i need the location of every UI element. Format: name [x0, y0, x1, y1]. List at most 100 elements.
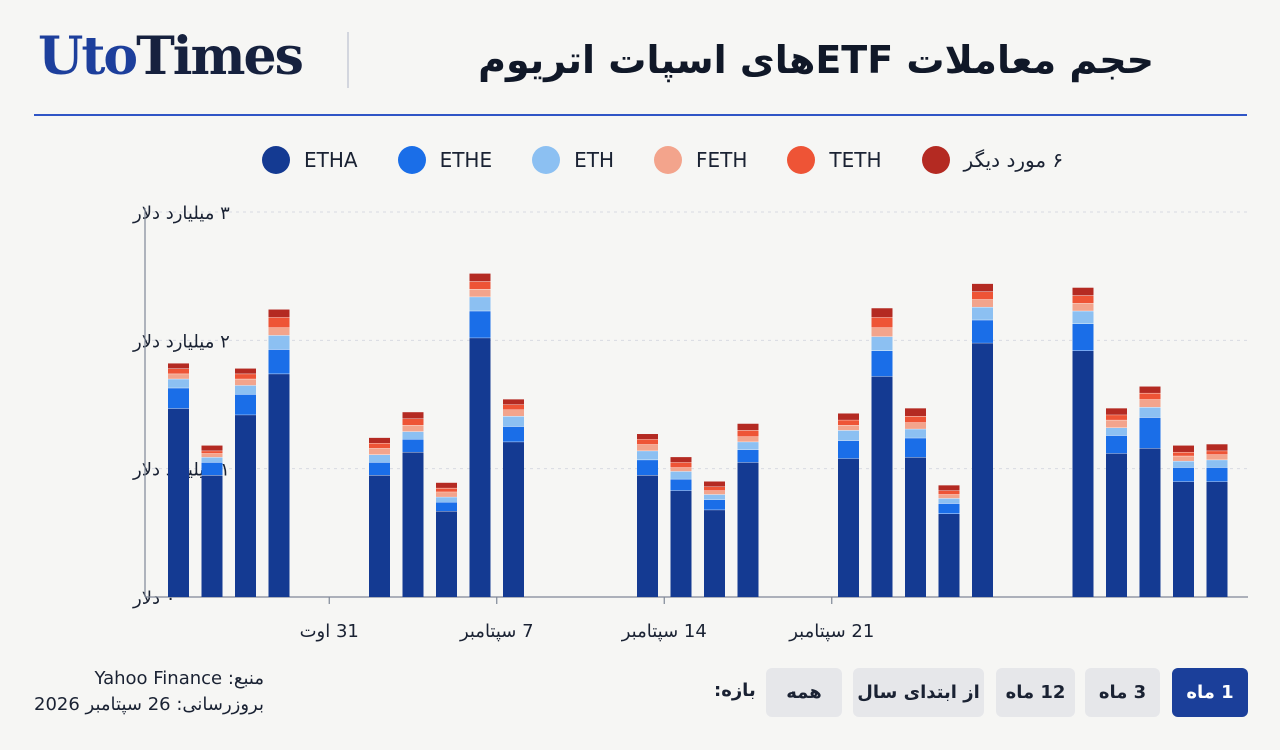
bar-segment-5 [1106, 408, 1127, 415]
bar-segment-2 [402, 431, 424, 440]
bar-segment-0 [670, 490, 692, 597]
source-text: منبع: Yahoo Finance [94, 668, 264, 689]
bar-group [503, 399, 524, 597]
bar-segment-1 [469, 310, 491, 338]
y-tick-label: ۳ میلیارد دلار [132, 203, 230, 224]
bar-segment-2 [201, 457, 223, 463]
y-tick-label: ۲ میلیارد دلار [132, 331, 230, 352]
bar-segment-5 [737, 423, 759, 431]
y-tick-label: ۰ دلار [132, 588, 175, 609]
legend-item-feth: FETH [654, 146, 747, 174]
legend-item-teth: TETH [787, 146, 882, 174]
bar-segment-1 [503, 426, 524, 442]
bar-group [1206, 444, 1228, 597]
bar-group [670, 457, 692, 597]
bar-segment-5 [972, 283, 993, 292]
legend-label-etha: ETHA [304, 148, 358, 172]
bar-segment-5 [369, 437, 390, 443]
bar-segment-0 [938, 513, 960, 597]
bar-segment-2 [1173, 460, 1194, 468]
legend-label-others: ۶ مورد دیگر [963, 148, 1064, 172]
legend-label-feth: FETH [696, 148, 748, 172]
x-tick-label: 21 سپتامبر [788, 621, 874, 642]
bar-segment-5 [402, 412, 424, 419]
range-label: بازه: [714, 680, 756, 701]
bar-segment-2 [268, 335, 290, 350]
bar-segment-0 [972, 342, 993, 597]
bar-segment-2 [469, 296, 491, 311]
bar-segment-0 [168, 408, 189, 597]
bar-segment-4 [1173, 451, 1194, 456]
legend-label-teth: TETH [829, 148, 882, 172]
range-3m-button[interactable]: 3 ماه [1085, 668, 1160, 717]
bar-group [838, 413, 859, 597]
bar-segment-3 [1173, 455, 1194, 461]
bar-segment-2 [737, 441, 759, 450]
bar-segment-1 [1139, 417, 1161, 449]
bar-segment-0 [503, 441, 524, 597]
legend-swatch-etha [262, 146, 290, 174]
bar-segment-3 [938, 494, 960, 499]
legend-swatch-feth [654, 146, 683, 174]
header: UtoTimes حجم معاملات ETFهای اسپات اتریوم [0, 0, 1280, 116]
bar-segment-1 [972, 319, 993, 343]
bar-segment-3 [436, 491, 457, 497]
bar-segment-0 [1173, 481, 1194, 597]
bar-segment-3 [402, 425, 424, 432]
bar-segment-2 [369, 454, 390, 463]
bar-group [201, 445, 223, 597]
bar-segment-3 [201, 453, 223, 458]
bar-segment-3 [235, 378, 256, 386]
bar-segment-0 [637, 475, 658, 597]
bar-segment-5 [938, 485, 960, 491]
bar-segment-3 [871, 327, 893, 337]
bar-segment-5 [1139, 386, 1161, 393]
bar-segment-3 [268, 327, 290, 336]
bar-segment-1 [704, 499, 725, 510]
header-divider [347, 32, 349, 88]
bar-group [938, 485, 960, 597]
range-12m-button[interactable]: 12 ماه [996, 668, 1075, 717]
bar-group [972, 283, 993, 597]
bar-segment-3 [469, 289, 491, 297]
bar-group [737, 423, 759, 597]
title-rule [34, 114, 1247, 116]
bar-segment-0 [1139, 448, 1161, 597]
updated-text: بروزرسانی: 26 سپتامبر 2026 [34, 694, 264, 715]
chart-title: حجم معاملات ETFهای اسپات اتریوم [478, 38, 1154, 82]
bar-group [168, 363, 189, 597]
bar-segment-3 [737, 436, 759, 442]
bar-segment-2 [168, 378, 189, 388]
bar-group [905, 408, 926, 597]
range-ytd-button[interactable]: از ابتدای سال [853, 668, 984, 717]
logo-part-uto: Uto [38, 26, 138, 87]
bar-segment-0 [704, 509, 725, 597]
bar-segment-3 [704, 490, 725, 495]
bar-segment-5 [268, 309, 290, 318]
bar-segment-1 [402, 439, 424, 452]
bar-segment-4 [1206, 450, 1228, 455]
bar-segment-5 [436, 482, 457, 488]
range-all-button[interactable]: همه [766, 668, 842, 717]
bar-segment-4 [469, 281, 491, 289]
bar-segment-0 [737, 462, 759, 597]
bar-segment-4 [1106, 414, 1127, 420]
bar-group [369, 437, 390, 597]
x-tick-label: 7 سپتامبر [459, 621, 534, 642]
bar-group [637, 434, 658, 597]
bar-segment-2 [1139, 407, 1161, 418]
bar-segment-4 [268, 317, 290, 328]
bar-segment-4 [369, 443, 390, 449]
bar-segment-1 [737, 449, 759, 463]
x-tick-label: 31 اوت [300, 621, 359, 642]
legend-item-ethe: ETHE [397, 146, 492, 174]
bar-segment-4 [871, 317, 893, 328]
range-1m-button[interactable]: 1 ماه [1172, 668, 1248, 717]
legend-swatch-others [921, 146, 950, 174]
bar-segment-5 [1173, 445, 1194, 452]
bar-segment-4 [1072, 295, 1094, 304]
bar-segment-2 [235, 385, 256, 395]
bar-segment-2 [1072, 310, 1094, 324]
footer-source: منبع: Yahoo Finance بروزرسانی: 26 سپتامب… [34, 666, 264, 718]
bar-segment-1 [938, 503, 960, 514]
